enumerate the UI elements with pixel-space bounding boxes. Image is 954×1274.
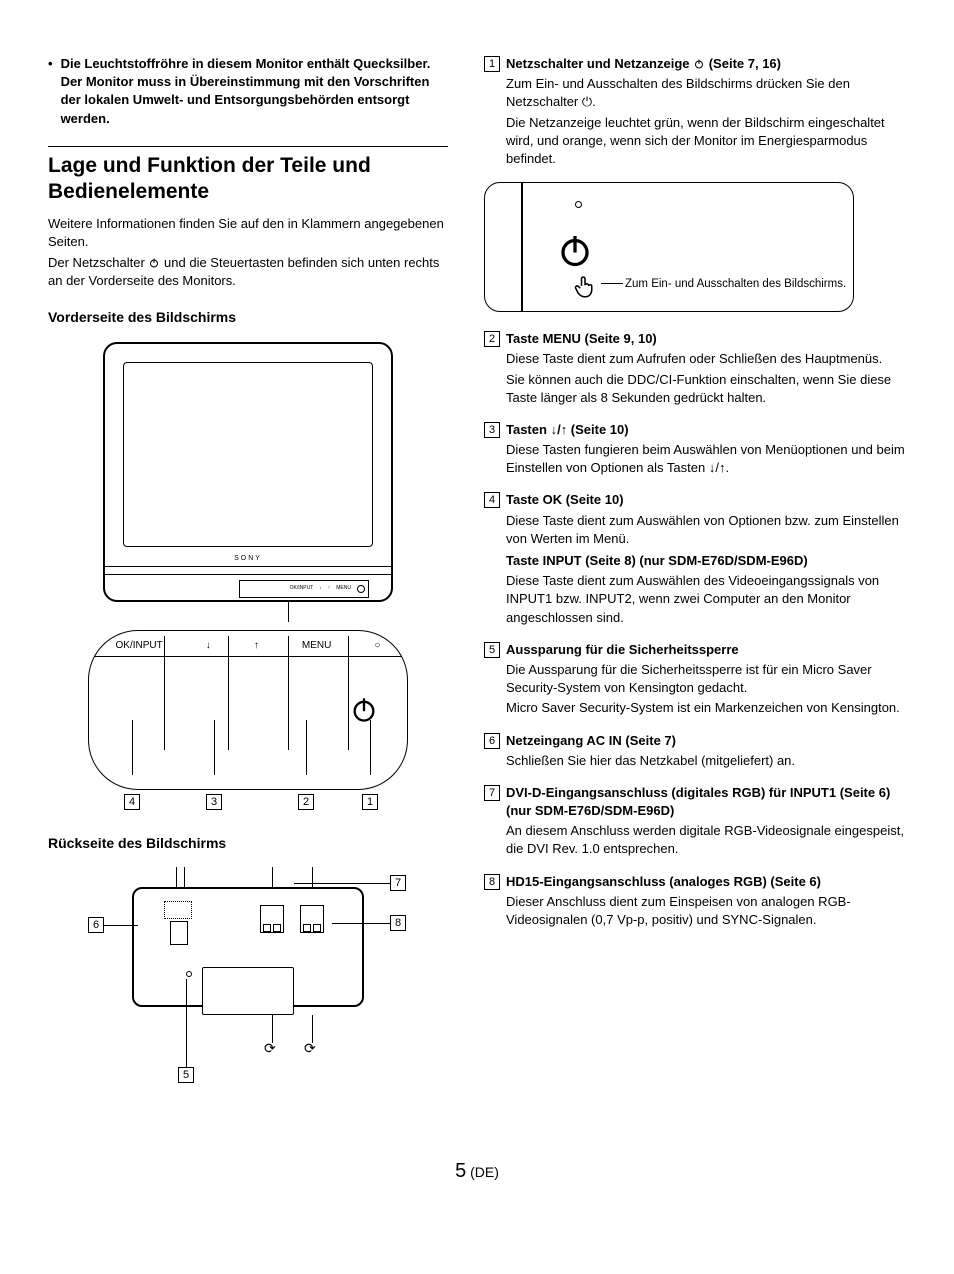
power-caption: Zum Ein- und Ausschalten des Bildschirms… [625,276,846,292]
callout-8: 8 [390,915,406,931]
item-1: 1 Netzschalter und Netzanzeige (Seite 7,… [484,55,906,170]
callout-7: 7 [390,875,406,891]
ac-in-icon [164,901,192,919]
front-heading: Vorderseite des Bildschirms [48,308,448,328]
arrow-down-icon: ↓ [709,460,716,475]
intro-1: Weitere Informationen finden Sie auf den… [48,215,448,251]
callout-2: 2 [298,794,314,810]
dvi-connector-icon [260,905,284,933]
label-menu: MENU [302,639,331,653]
item-4: 4 Taste OK (Seite 10) Diese Taste dient … [484,491,906,628]
hand-pointer-icon [571,273,599,306]
power-icon [557,233,593,274]
intro-2: Der Netzschalter und die Steuertasten be… [48,254,448,290]
callout-3: 3 [206,794,222,810]
item-2: 2 Taste MENU (Seite 9, 10) Diese Taste d… [484,330,906,409]
front-button-strip: OK/INPUT ↓ ↑ MENU [239,580,369,598]
power-icon [350,696,378,729]
rear-stand [202,967,294,1015]
section-title: Lage und Funktion der Teile und Bedienel… [48,153,448,206]
item-8: 8 HD15-Eingangsanschluss (analoges RGB) … [484,873,906,932]
rear-heading: Rückseite des Bildschirms [48,834,448,854]
security-slot-icon [186,971,192,977]
arrow-down-icon: ↓ [551,422,558,437]
item-7: 7 DVI-D-Eingangsanschluss (digitales RGB… [484,784,906,861]
rear-diagram: 6 7 8 5 ⟳ ⟳ [88,867,408,1097]
power-icon [148,257,160,269]
section-rule [48,146,448,147]
callout-6: 6 [88,917,104,933]
front-diagram: SONY OK/INPUT ↓ ↑ MENU OK/INPUT ↓ [88,342,408,790]
front-screen [123,362,373,547]
power-button-illustration: Zum Ein- und Ausschalten des Bildschirms… [484,182,854,312]
label-down: ↓ [206,639,211,653]
callout-1: 1 [362,794,378,810]
label-okinput: OK/INPUT [116,639,163,653]
power-plug-icon [170,921,188,945]
power-led-icon [575,201,582,208]
hd15-connector-icon [300,905,324,933]
page-footer: 5 (DE) [48,1157,906,1185]
power-led-icon [357,585,365,593]
item-5: 5 Aussparung für die Sicherheitssperre D… [484,641,906,720]
front-buttons-zoom: OK/INPUT ↓ ↑ MENU ○ 4 [88,630,408,790]
callout-5: 5 [178,1067,194,1083]
callout-4: 4 [124,794,140,810]
label-up: ↑ [254,639,259,653]
power-icon [693,58,705,70]
item-6: 6 Netzeingang AC IN (Seite 7) Schließen … [484,732,906,772]
mercury-warning: • Die Leuchtstoffröhre in diesem Monitor… [48,55,448,128]
item-3: 3 Tasten ↓/↑ (Seite 10) Diese Tasten fun… [484,421,906,480]
front-monitor: SONY OK/INPUT ↓ ↑ MENU [103,342,393,602]
label-led: ○ [374,639,380,653]
front-logo: SONY [234,554,262,564]
